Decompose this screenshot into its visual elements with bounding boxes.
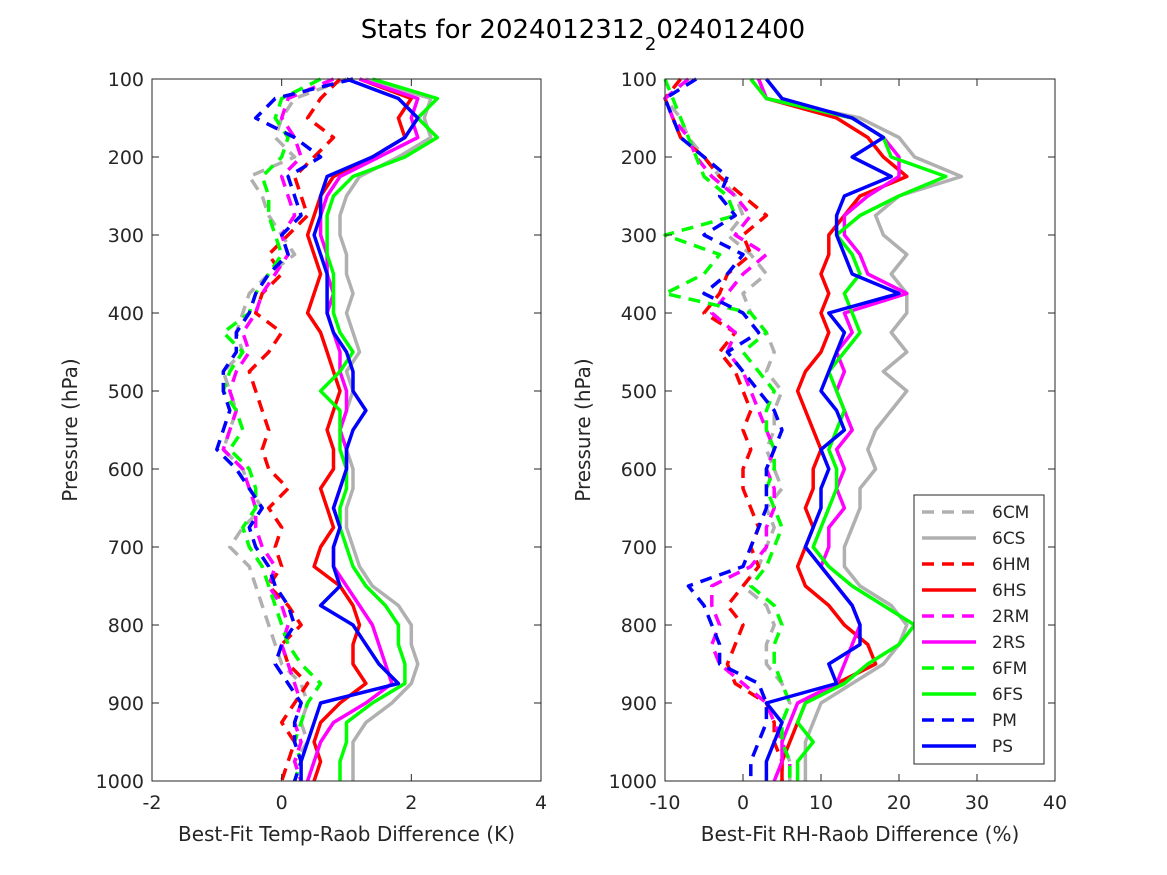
temperature-xlabel: Best-Fit Temp-Raob Difference (K) [178,822,515,846]
temperature-ytick-label: 800 [108,615,144,637]
rh-ytick-label: 1000 [609,771,657,793]
rh-series-ps [764,77,901,781]
temperature-series-ps [299,77,420,781]
temperature-ticks: -2 0 2 4 100 200 300 400 500 600 700 800 900 1000 [96,69,547,814]
temperature-ylabel: Pressure (hPa) [58,358,82,501]
rh-ytick-label: 500 [621,381,657,403]
rh-xtick-label: 10 [809,792,833,814]
rh-xlabel: Best-Fit RH-Raob Difference (%) [701,822,1020,846]
rh-ylabel: Pressure (hPa) [571,358,595,501]
rh-series-pm [663,77,784,781]
temperature-ytick-label: 500 [108,381,144,403]
rh-ytick-label: 900 [621,693,657,715]
temperature-panel: -2 0 2 4 100 200 300 400 500 600 700 800 900 1000 Bes… [58,69,547,846]
title-subscript: 2 [645,34,656,55]
temperature-xtick-label: -2 [143,792,162,814]
rh-ytick-label: 200 [621,147,657,169]
legend-label-2rs: 2RS [992,633,1025,653]
rh-ticks: -10 0 10 20 30 40 100 200 300 400 500 600 700 800 900 1… [609,69,1067,814]
legend-label-2rm: 2RM [992,607,1029,627]
legend-label-pm: PM [992,711,1017,731]
temperature-ytick-label: 100 [108,69,144,91]
temperature-series-6cm [221,77,348,782]
rh-xtick-label: 40 [1043,792,1067,814]
rh-axes-box [664,78,1056,782]
temperature-ytick-label: 400 [108,303,144,325]
temperature-series-2rm [221,77,335,782]
legend-label-6cs: 6CS [992,529,1025,549]
title-main: Stats for 2024012312 [361,15,645,45]
temperature-series-6fs [318,77,440,781]
temperature-ytick-label: 1000 [96,771,144,793]
temperature-ytick-label: 300 [108,225,144,247]
temperature-xtick-label: 2 [405,792,417,814]
temperature-series-6hm [247,77,342,782]
rh-series-2rs [756,78,909,782]
legend-label-ps: PS [992,737,1013,757]
rh-series-layer [663,77,964,782]
rh-series-6hm [663,77,784,781]
temperature-series-layer [215,77,440,782]
temperature-ytick-label: 900 [108,693,144,715]
rh-ytick-label: 100 [621,69,657,91]
figure-title: Stats for 20240123122024012400 [361,15,805,55]
rh-series-6fs [749,77,948,781]
temperature-ytick-label: 600 [108,459,144,481]
rh-series-6fm [663,78,792,781]
rh-series-6hs [756,78,909,781]
legend-items: 6CM 6CS 6HM 6HS 2RM 2RS 6FM 6FS PM PS [922,503,1030,757]
temperature-xtick-label: 4 [535,792,547,814]
temperature-axes-box [151,78,542,782]
temperature-ytick-label: 200 [108,147,144,169]
temperature-series-pm [215,77,354,782]
legend: 6CM 6CS 6HM 6HS 2RM 2RS 6FM 6FS PM PS [913,494,1045,765]
rh-ytick-label: 600 [621,459,657,481]
legend-label-6fm: 6FM [992,659,1027,679]
rh-xtick-label: 0 [737,792,749,814]
rh-ytick-label: 400 [621,303,657,325]
rh-series-6cm [663,77,792,781]
rh-ytick-label: 700 [621,537,657,559]
legend-label-6cm: 6CM [992,503,1029,523]
legend-label-6hm: 6HM [992,555,1030,575]
rh-ytick-label: 800 [621,615,657,637]
rh-ytick-label: 300 [621,225,657,247]
temperature-xtick-label: 0 [276,792,288,814]
legend-label-6fs: 6FS [992,685,1023,705]
temperature-ytick-label: 700 [108,537,144,559]
title-tail: 024012400 [656,15,805,45]
rh-xtick-label: 20 [887,792,911,814]
rh-xtick-label: 30 [965,792,989,814]
legend-label-6hs: 6HS [992,581,1026,601]
legend-box [913,494,1045,765]
rh-xtick-label: -10 [649,792,680,814]
